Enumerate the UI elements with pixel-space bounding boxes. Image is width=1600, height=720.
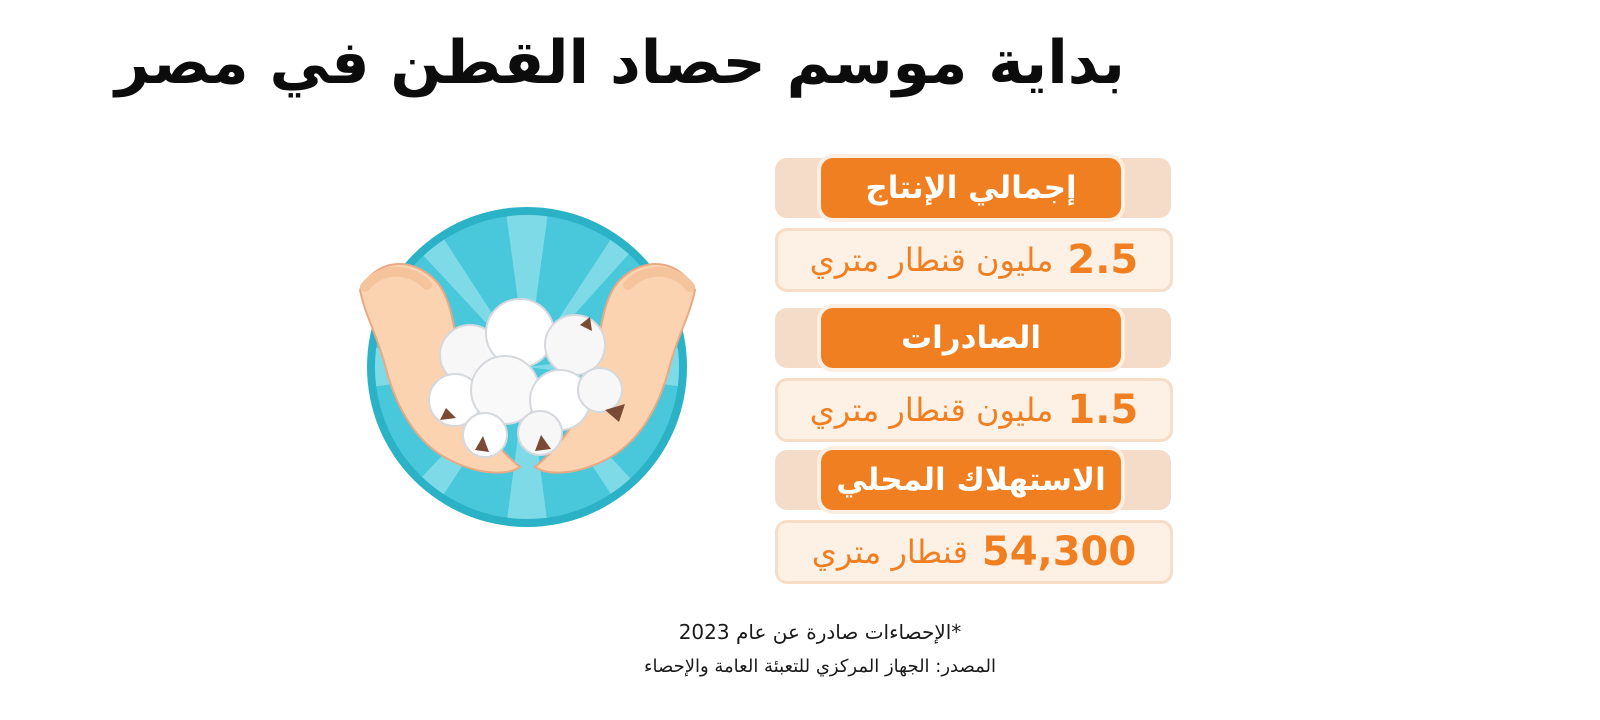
stat-header-local-consumption: الاستهلاك المحلي xyxy=(775,450,1171,510)
source-text: المصدر: الجهاز المركزي للتعبئة العامة وا… xyxy=(644,656,996,677)
stat-unit: مليون قنطار متري xyxy=(809,391,1054,429)
stat-number: 2.5 xyxy=(1067,237,1139,283)
stat-label: إجمالي الإنتاج xyxy=(821,158,1121,218)
footnote-text: *الإحصاءات صادرة عن عام 2023 xyxy=(678,620,962,644)
stat-number: 1.5 xyxy=(1067,387,1139,433)
footnote: *الإحصاءات صادرة عن عام 2023 xyxy=(0,620,1600,644)
stats-panel: إجمالي الإنتاج 2.5 مليون قنطار متري الصا… xyxy=(775,158,1175,584)
stat-header-production: إجمالي الإنتاج xyxy=(775,158,1171,218)
stat-label: الصادرات xyxy=(821,308,1121,368)
stat-value-box-local-consumption: 54,300 قنطار متري xyxy=(775,520,1173,584)
stat-header-exports: الصادرات xyxy=(775,308,1171,368)
hands-holding-cotton-icon xyxy=(355,205,700,535)
stat-unit: مليون قنطار متري xyxy=(809,241,1054,279)
stat-value-box-exports: 1.5 مليون قنطار متري xyxy=(775,378,1173,442)
stat-value-box-production: 2.5 مليون قنطار متري xyxy=(775,228,1173,292)
page-title: بداية موسم حصاد القطن في مصر xyxy=(115,28,1126,98)
stat-number: 54,300 xyxy=(981,529,1137,575)
stat-unit: قنطار متري xyxy=(811,533,968,571)
source-note: المصدر: الجهاز المركزي للتعبئة العامة وا… xyxy=(0,656,1600,677)
stat-label: الاستهلاك المحلي xyxy=(821,450,1121,510)
